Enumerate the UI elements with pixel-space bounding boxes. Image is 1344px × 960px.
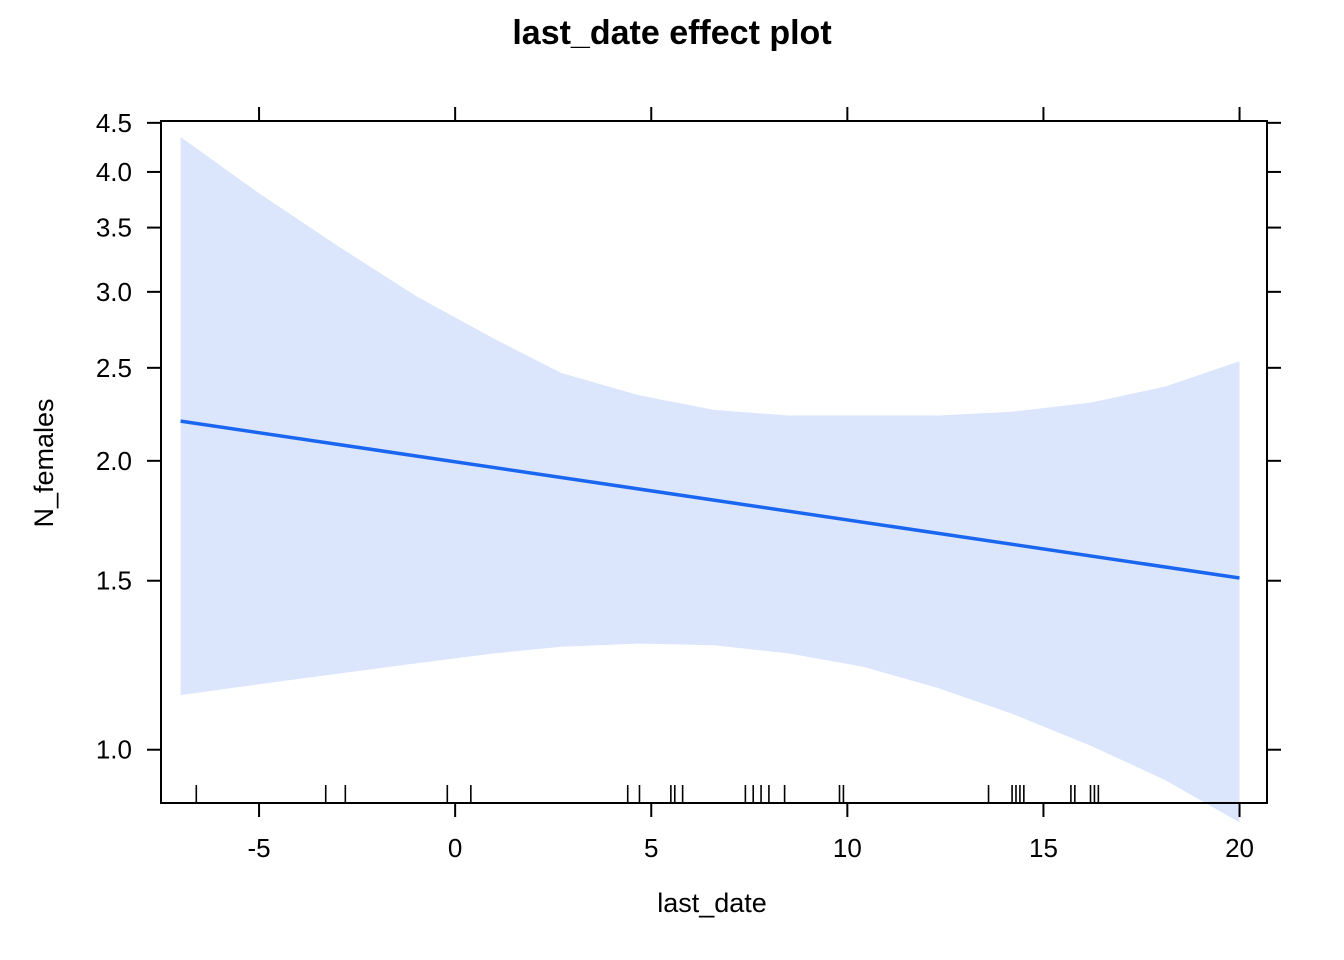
y-tick-label: 1.0 — [96, 735, 132, 765]
x-tick-label: 10 — [833, 833, 862, 863]
y-tick-label: 4.0 — [96, 157, 132, 187]
x-tick-label: 20 — [1225, 833, 1254, 863]
x-tick-label: 15 — [1029, 833, 1058, 863]
x-axis: -5 0 5 10 15 20 — [247, 107, 1254, 863]
y-tick-label: 2.5 — [96, 353, 132, 383]
y-tick-label: 1.5 — [96, 566, 132, 596]
confidence-band-layer — [180, 137, 1240, 823]
y-axis: 1.0 1.5 2.0 2.5 3.0 3.5 4.0 4.5 — [96, 108, 1281, 765]
rug-layer — [195, 785, 1100, 803]
fit-line — [180, 419, 1240, 580]
fit-line-layer — [180, 419, 1240, 580]
y-tick-label: 2.0 — [96, 446, 132, 476]
x-tick-label: 5 — [644, 833, 658, 863]
x-axis-label: last_date — [657, 888, 767, 918]
plot-frame — [160, 120, 1268, 804]
chart-title: last_date effect plot — [512, 14, 831, 52]
x-tick-label: -5 — [247, 833, 270, 863]
y-tick-label: 3.5 — [96, 213, 132, 243]
y-tick-label: 3.0 — [96, 277, 132, 307]
y-axis-label: N_females — [29, 398, 59, 527]
x-tick-label: 0 — [448, 833, 462, 863]
y-tick-label: 4.5 — [96, 108, 132, 138]
confidence-band — [180, 137, 1240, 823]
